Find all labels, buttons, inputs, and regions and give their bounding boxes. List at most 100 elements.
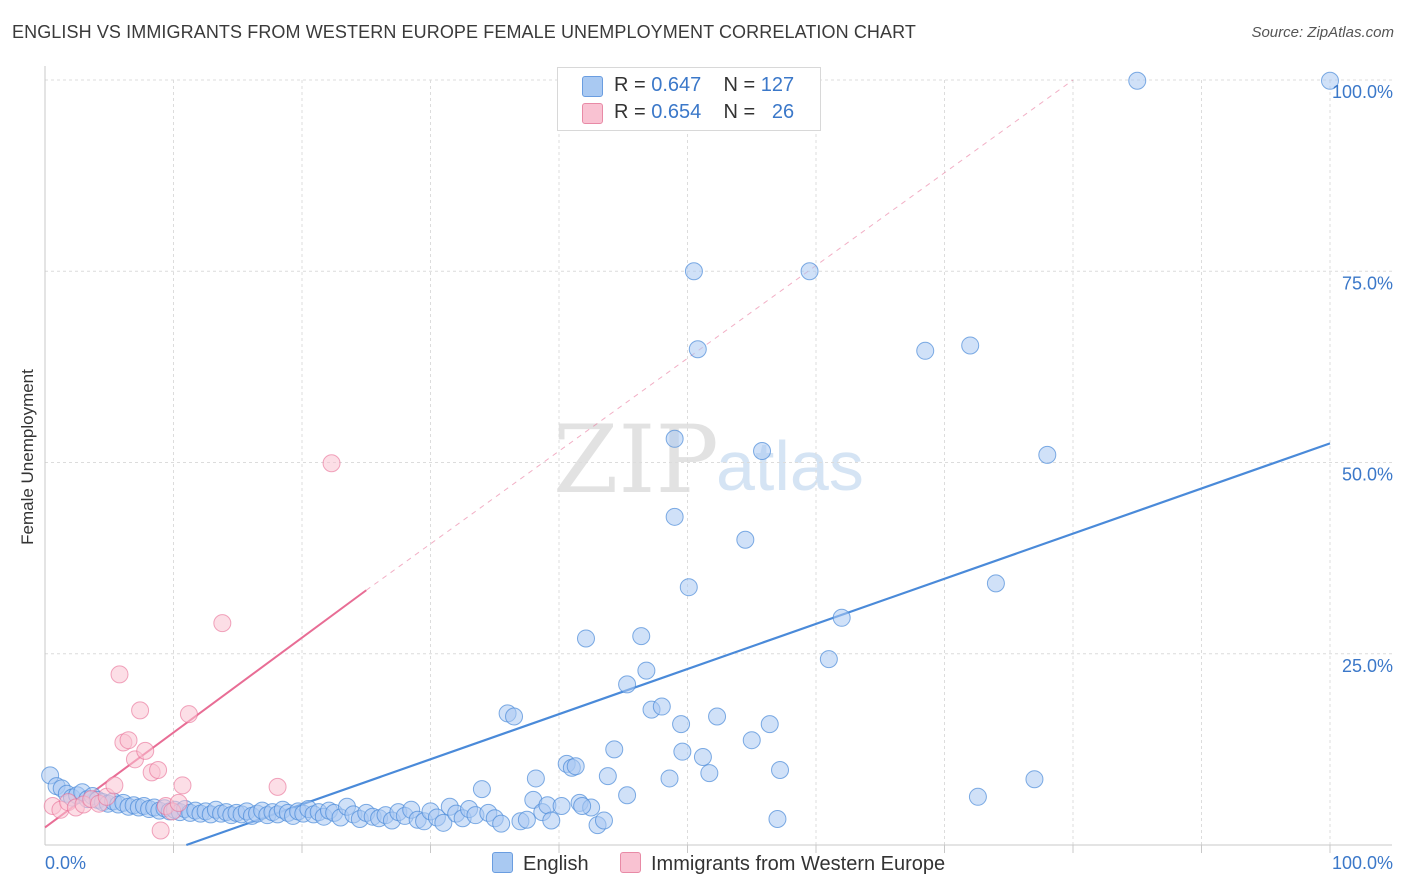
immigrant-point	[322, 454, 341, 473]
legend-n-label: N =	[723, 101, 756, 123]
legend-swatch-immigrants	[582, 103, 603, 124]
english-point	[660, 769, 679, 788]
legend-r-value-immigrants: 0.654	[651, 101, 702, 123]
legend-n-value-immigrants: 26	[771, 101, 795, 123]
watermark: ZIP atlas	[553, 406, 864, 515]
english-point	[492, 814, 511, 833]
english-point	[542, 811, 561, 830]
immigrant-point	[173, 776, 192, 795]
english-point	[594, 811, 613, 830]
grid	[45, 79, 1392, 853]
y-tick-label: 100.0%	[1332, 82, 1393, 102]
legend: R = 0.647 N = 127 R = 0.654 N = 26	[557, 67, 821, 131]
english-point	[708, 707, 727, 726]
legend-r-label: R =	[614, 101, 646, 123]
legend-n-label: N =	[723, 74, 756, 96]
chart-title: ENGLISH VS IMMIGRANTS FROM WESTERN EUROP…	[12, 22, 917, 42]
english-point	[800, 262, 819, 281]
x-tick-label: 100.0%	[1332, 853, 1393, 873]
english-point	[598, 767, 617, 786]
immigrant-point	[119, 731, 138, 750]
bottom-legend-immigrants: Immigrants from Western Europe	[620, 852, 945, 876]
english-point	[472, 780, 491, 799]
english-point	[1025, 770, 1044, 789]
english-point	[1128, 71, 1147, 90]
legend-n-value-english: 127	[760, 74, 795, 96]
immigrant-point	[105, 776, 124, 795]
legend-r-value-english: 0.647	[651, 74, 702, 96]
immigrant-trend-line	[44, 589, 367, 829]
trend-lines	[44, 79, 1331, 847]
immigrant-point	[268, 777, 287, 796]
english-point	[916, 341, 935, 360]
axes	[44, 66, 1392, 846]
immigrant-points	[43, 454, 341, 840]
y-tick-label: 75.0%	[1342, 273, 1393, 293]
english-point	[819, 650, 838, 669]
y-tick-label: 50.0%	[1342, 465, 1393, 485]
english-point	[665, 429, 684, 448]
english-point	[684, 262, 703, 281]
english-point	[573, 796, 592, 815]
english-point	[517, 810, 536, 829]
y-tick-label: 25.0%	[1342, 656, 1393, 676]
english-point	[673, 742, 692, 761]
english-point	[552, 796, 571, 815]
immigrant-trend-extension	[365, 79, 1074, 591]
english-point	[760, 715, 779, 734]
immigrant-point	[179, 705, 198, 724]
legend-r-label: R =	[614, 74, 646, 96]
english-point	[618, 786, 637, 805]
english-point	[693, 748, 712, 767]
tick-labels: 25.0% 50.0% 75.0% 100.0% 0.0% 100.0%	[45, 82, 1393, 873]
english-point	[652, 697, 671, 716]
english-point	[605, 740, 624, 759]
immigrant-point	[151, 821, 170, 840]
english-point	[632, 627, 651, 646]
english-point	[665, 507, 684, 526]
bottom-swatch-english	[492, 852, 513, 873]
english-point	[753, 442, 772, 461]
legend-swatch-english	[582, 76, 603, 97]
bottom-legend-english-label: English	[523, 853, 589, 875]
immigrant-point	[149, 761, 168, 780]
legend-text-english: R = 0.647 N = 127	[614, 74, 794, 97]
legend-text-immigrants: R = 0.654 N = 26	[614, 101, 794, 124]
english-point	[700, 764, 719, 783]
english-point	[679, 578, 698, 597]
immigrant-point	[136, 741, 155, 760]
english-point	[672, 715, 691, 734]
english-point	[434, 813, 453, 832]
english-point	[961, 336, 980, 355]
english-point	[968, 787, 987, 806]
english-point	[768, 809, 787, 828]
english-point	[688, 340, 707, 359]
bottom-swatch-immigrants	[620, 852, 641, 873]
source-label: Source: ZipAtlas.com	[1251, 24, 1394, 41]
immigrant-point	[169, 793, 188, 812]
english-point	[566, 757, 585, 776]
watermark-atlas: atlas	[716, 427, 864, 505]
english-point	[832, 608, 851, 627]
immigrant-point	[213, 614, 232, 633]
english-point	[771, 761, 790, 780]
english-point	[742, 731, 761, 750]
english-point	[736, 530, 755, 549]
y-axis-label: Female Unemployment	[18, 369, 37, 545]
english-point	[986, 574, 1005, 593]
english-point	[526, 769, 545, 788]
bottom-legend-immigrants-label: Immigrants from Western Europe	[651, 853, 946, 875]
english-point	[1321, 71, 1339, 90]
english-point	[637, 661, 656, 680]
english-point	[1038, 445, 1057, 464]
english-point	[505, 707, 524, 726]
bottom-legend-english: English	[492, 852, 589, 876]
immigrant-point	[110, 665, 129, 684]
english-point	[576, 629, 595, 648]
watermark-zip: ZIP	[553, 406, 719, 515]
x-tick-label: 0.0%	[45, 853, 86, 873]
immigrant-point	[131, 701, 150, 720]
english-point	[618, 675, 637, 694]
english-trend-line	[185, 442, 1331, 847]
